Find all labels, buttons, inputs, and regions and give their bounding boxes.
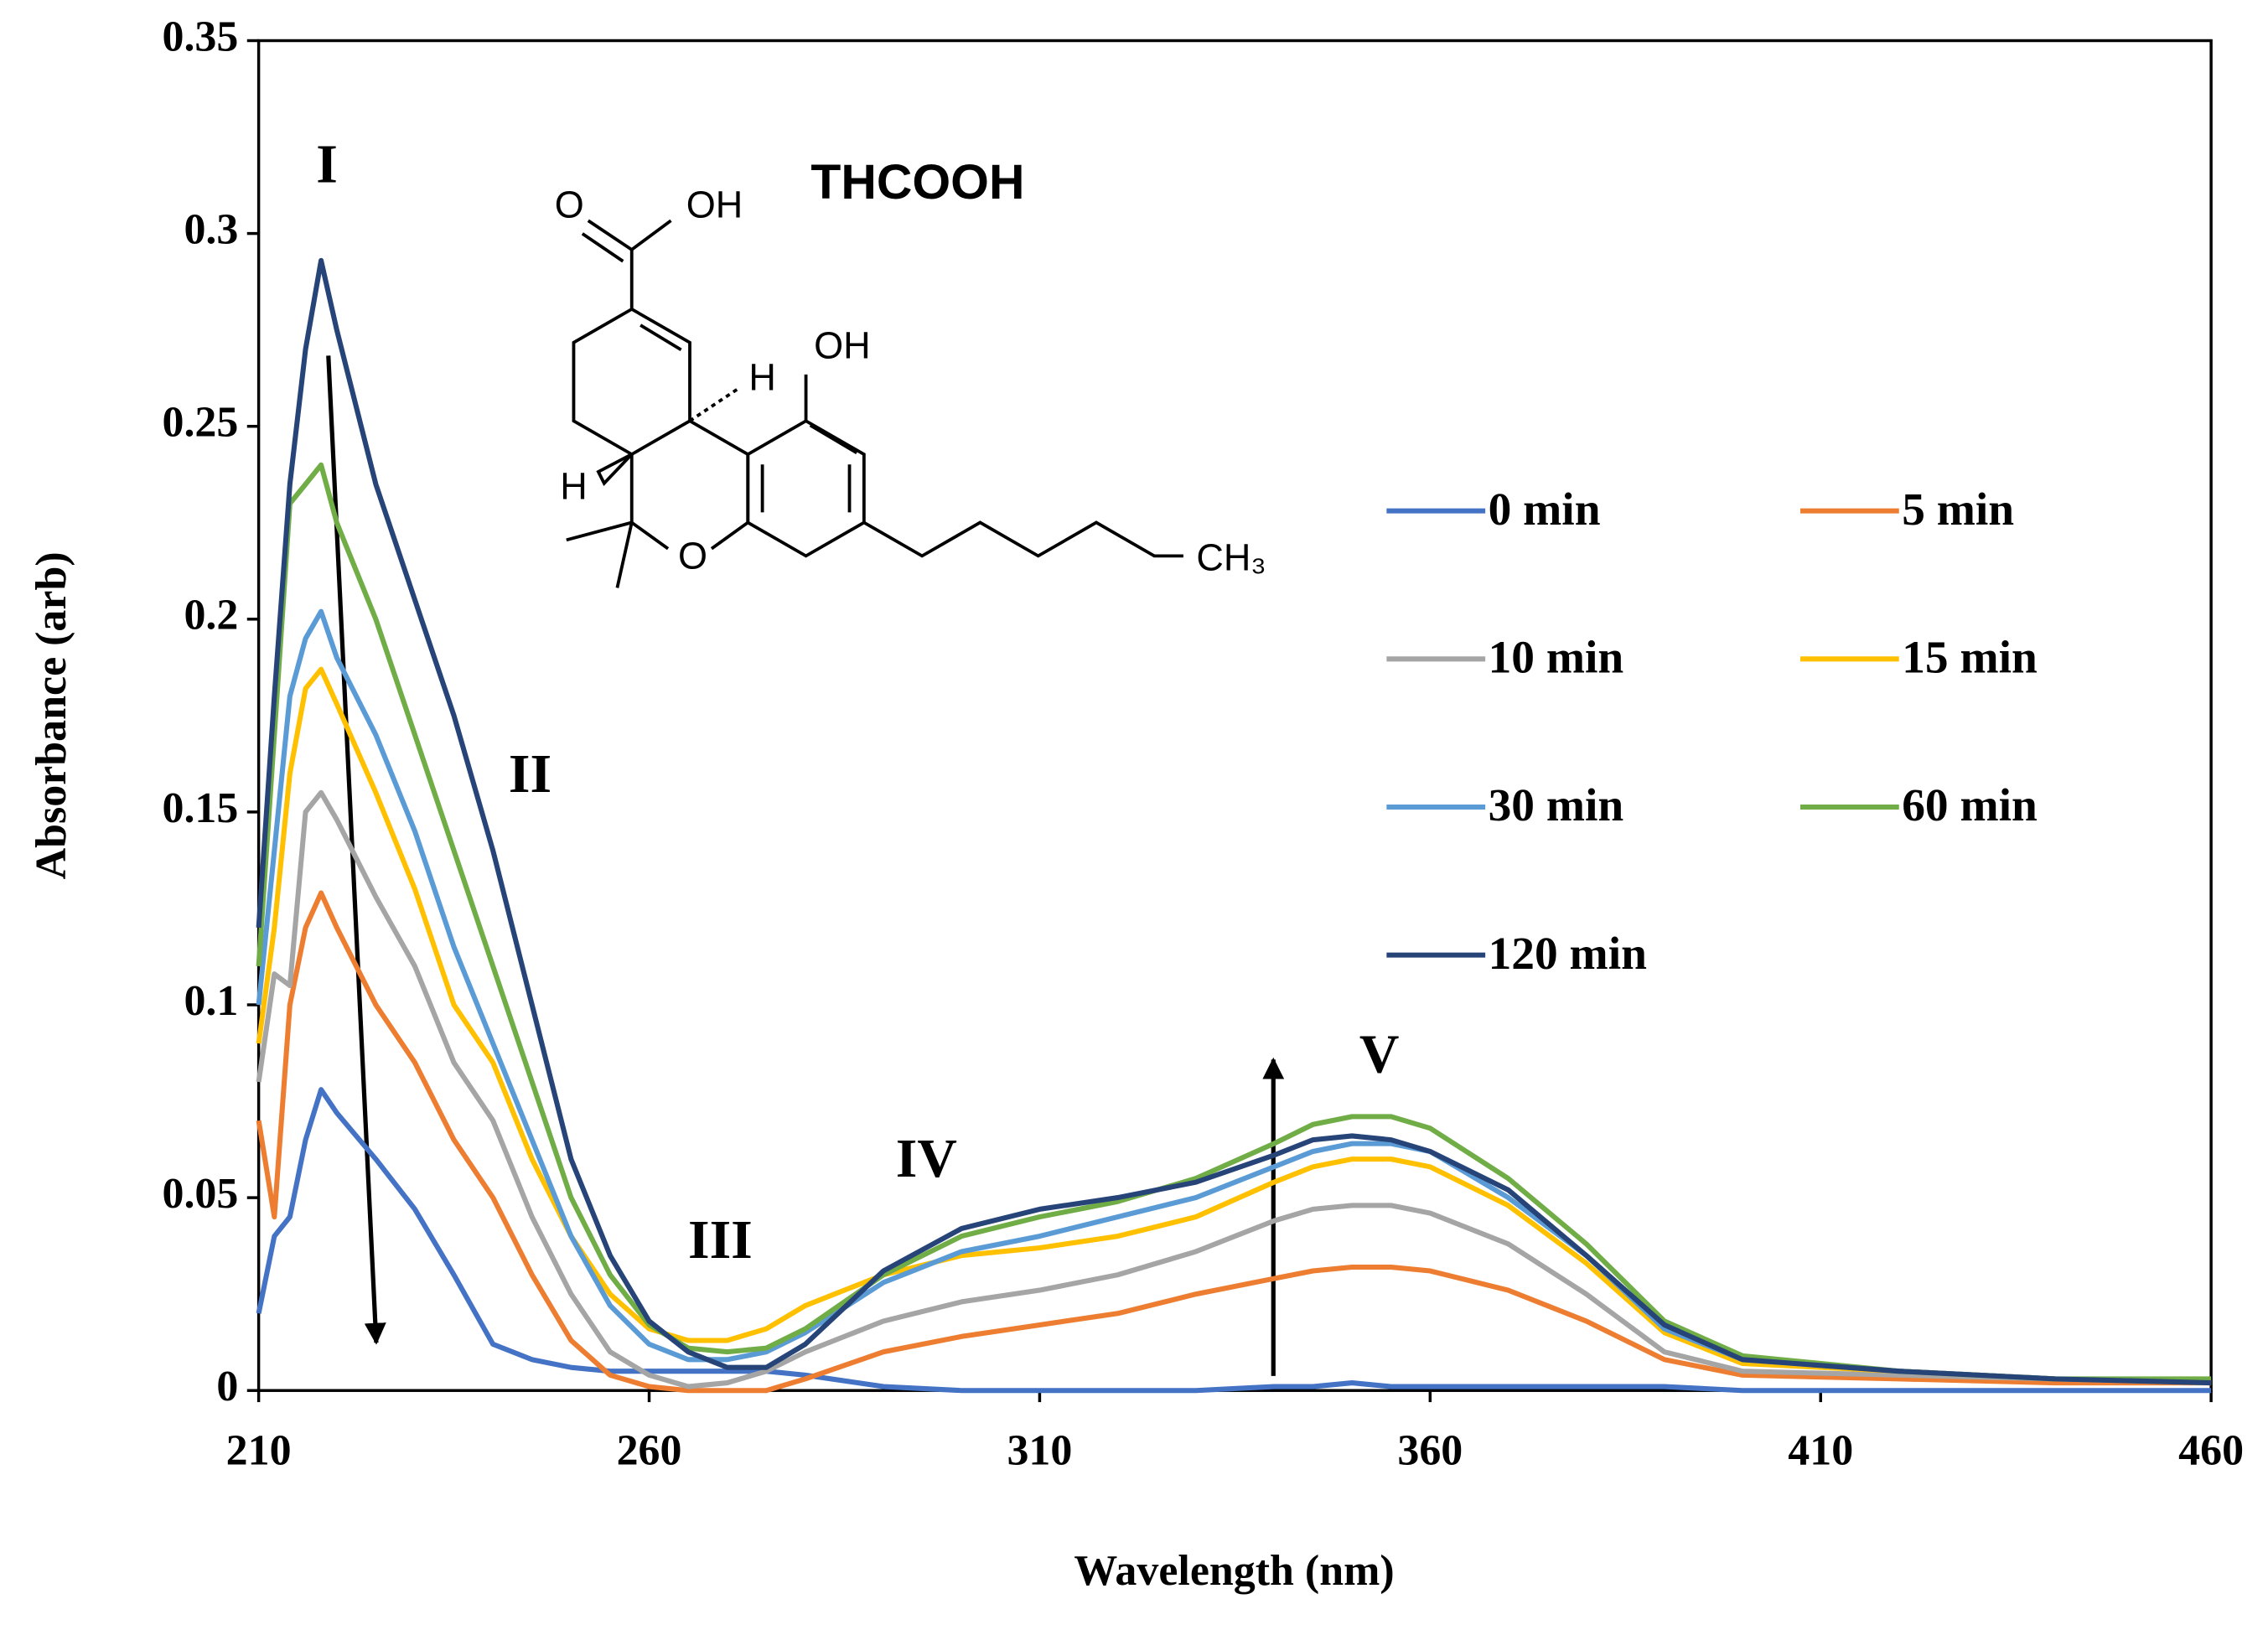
compound-name: THCOOH xyxy=(810,155,1024,210)
peak-label: IV xyxy=(896,1128,957,1189)
y-tick-label: 0.3 xyxy=(184,206,238,254)
atom-label: H xyxy=(560,465,588,508)
y-tick-label: 0.2 xyxy=(184,592,238,639)
x-tick-label: 310 xyxy=(1007,1426,1072,1474)
x-tick-label: 360 xyxy=(1397,1426,1463,1474)
series-line xyxy=(256,890,2212,1394)
peak-label: I xyxy=(316,134,338,195)
series-line xyxy=(256,608,2212,1386)
series-line xyxy=(256,257,2212,1386)
atom-label: CH₃ xyxy=(1196,536,1266,578)
y-axis-label: Absorbance (arb) xyxy=(28,551,75,879)
series-line xyxy=(256,462,2212,1382)
series-line xyxy=(256,1087,2212,1394)
atom-label: OH xyxy=(686,184,743,226)
series-line xyxy=(256,789,2212,1389)
x-tick-label: 410 xyxy=(1788,1426,1853,1474)
atom-label: O xyxy=(678,535,707,577)
peak-label: III xyxy=(688,1209,753,1270)
peak-label: V xyxy=(1359,1023,1400,1084)
y-tick-label: 0.25 xyxy=(162,399,238,447)
legend-label: 15 min xyxy=(1902,631,2038,682)
series-line xyxy=(256,666,2212,1386)
x-tick-label: 460 xyxy=(2178,1426,2244,1474)
atom-label: H xyxy=(748,356,776,399)
y-tick-label: 0.35 xyxy=(162,13,238,60)
atom-label: OH xyxy=(814,324,871,367)
legend-label: 30 min xyxy=(1489,779,1624,831)
atom-label: O xyxy=(555,184,584,226)
x-tick-label: 260 xyxy=(617,1426,682,1474)
legend-label: 120 min xyxy=(1489,928,1647,979)
peak-label: II xyxy=(509,743,551,805)
y-tick-label: 0 xyxy=(216,1363,238,1410)
y-tick-label: 0.05 xyxy=(162,1170,238,1218)
legend-label: 10 min xyxy=(1489,631,1624,682)
legend-label: 0 min xyxy=(1489,484,1601,535)
y-tick-label: 0.15 xyxy=(162,784,238,832)
x-tick-label: 210 xyxy=(226,1426,292,1474)
y-tick-label: 0.1 xyxy=(184,977,238,1025)
structure: O OH OH H H O CH₃ xyxy=(555,184,1266,588)
legend-label: 5 min xyxy=(1902,484,2014,535)
x-axis-label: Wavelength (nm) xyxy=(1074,1547,1394,1595)
legend-label: 60 min xyxy=(1902,779,2038,831)
